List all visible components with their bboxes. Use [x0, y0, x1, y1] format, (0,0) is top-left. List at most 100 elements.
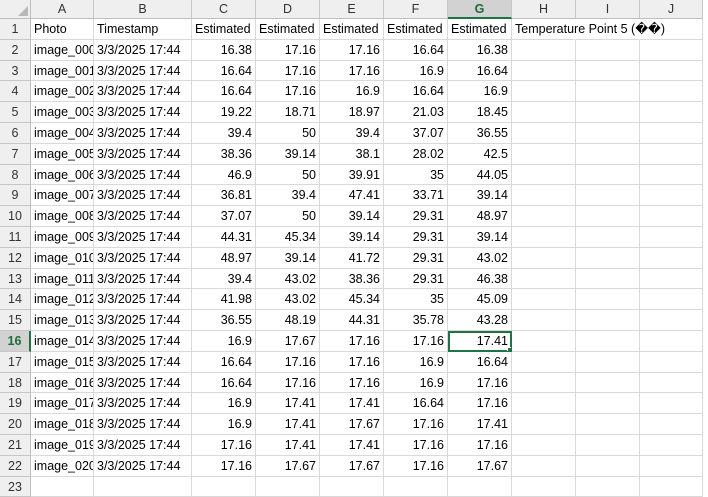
cell-d12[interactable]: 39.14 — [256, 247, 320, 269]
cell-c6[interactable]: 39.4 — [192, 122, 256, 144]
cell-a17[interactable]: image_015 — [31, 351, 94, 373]
cell-i19[interactable] — [576, 393, 640, 415]
cell-f14[interactable]: 35 — [384, 289, 448, 311]
cell-f17[interactable]: 16.9 — [384, 351, 448, 373]
select-all-corner[interactable] — [0, 0, 31, 19]
cell-j16[interactable] — [640, 330, 703, 352]
cell-b2[interactable]: 3/3/2025 17:44 — [94, 39, 192, 61]
cell-e3[interactable]: 17.16 — [320, 60, 384, 82]
cell-c11[interactable]: 44.31 — [192, 226, 256, 248]
cell-b13[interactable]: 3/3/2025 17:44 — [94, 268, 192, 290]
cell-h4[interactable] — [512, 81, 576, 103]
cell-c3[interactable]: 16.64 — [192, 60, 256, 82]
cell-c15[interactable]: 36.55 — [192, 310, 256, 331]
cell-g9[interactable]: 39.14 — [448, 185, 512, 207]
cell-c2[interactable]: 16.38 — [192, 39, 256, 61]
cell-j18[interactable] — [640, 372, 703, 394]
cell-b4[interactable]: 3/3/2025 17:44 — [94, 81, 192, 103]
cell-h21[interactable] — [512, 434, 576, 456]
cell-j22[interactable] — [640, 455, 703, 477]
header-cell-b[interactable]: Timestamp — [94, 19, 192, 40]
row-header-1[interactable]: 1 — [0, 19, 31, 40]
cell-d3[interactable]: 17.16 — [256, 60, 320, 82]
row-header-18[interactable]: 18 — [0, 372, 31, 394]
cell-d6[interactable]: 50 — [256, 122, 320, 144]
row-header-13[interactable]: 13 — [0, 268, 31, 290]
cell-c9[interactable]: 36.81 — [192, 185, 256, 207]
cell-e8[interactable]: 39.91 — [320, 164, 384, 186]
cell-i14[interactable] — [576, 289, 640, 311]
row-header-2[interactable]: 2 — [0, 39, 31, 61]
row-header-16[interactable]: 16 — [0, 330, 31, 352]
cell-i5[interactable] — [576, 102, 640, 123]
cell-c7[interactable]: 38.36 — [192, 143, 256, 165]
cell-a13[interactable]: image_011 — [31, 268, 94, 290]
cell-d7[interactable]: 39.14 — [256, 143, 320, 165]
cell-g8[interactable]: 44.05 — [448, 164, 512, 186]
cell-h3[interactable] — [512, 60, 576, 82]
cell-b5[interactable]: 3/3/2025 17:44 — [94, 102, 192, 123]
cell-e14[interactable]: 45.34 — [320, 289, 384, 311]
column-header-c[interactable]: C — [192, 0, 256, 19]
header-cell-a[interactable]: Photo — [31, 19, 94, 40]
cell-e18[interactable]: 17.16 — [320, 372, 384, 394]
cell-e4[interactable]: 16.9 — [320, 81, 384, 103]
cell-j4[interactable] — [640, 81, 703, 103]
cell-e5[interactable]: 18.97 — [320, 102, 384, 123]
row-header-19[interactable]: 19 — [0, 393, 31, 415]
cell-i11[interactable] — [576, 226, 640, 248]
cell-a19[interactable]: image_017 — [31, 393, 94, 415]
cell-c12[interactable]: 48.97 — [192, 247, 256, 269]
cell-f11[interactable]: 29.31 — [384, 226, 448, 248]
cell-d11[interactable]: 45.34 — [256, 226, 320, 248]
row-header-21[interactable]: 21 — [0, 434, 31, 456]
cell-e17[interactable]: 17.16 — [320, 351, 384, 373]
cell-e16[interactable]: 17.16 — [320, 330, 384, 352]
cell-i20[interactable] — [576, 414, 640, 435]
cell-i15[interactable] — [576, 310, 640, 331]
cell-a14[interactable]: image_012 — [31, 289, 94, 311]
column-header-j[interactable]: J — [640, 0, 703, 19]
cell-e11[interactable]: 39.14 — [320, 226, 384, 248]
cell-f2[interactable]: 16.64 — [384, 39, 448, 61]
cell-b8[interactable]: 3/3/2025 17:44 — [94, 164, 192, 186]
cell-i23[interactable] — [576, 476, 640, 497]
cell-b23[interactable] — [94, 476, 192, 497]
cell-f20[interactable]: 17.16 — [384, 414, 448, 435]
row-header-8[interactable]: 8 — [0, 164, 31, 186]
cell-f3[interactable]: 16.9 — [384, 60, 448, 82]
cell-b17[interactable]: 3/3/2025 17:44 — [94, 351, 192, 373]
cell-b3[interactable]: 3/3/2025 17:44 — [94, 60, 192, 82]
cell-d18[interactable]: 17.16 — [256, 372, 320, 394]
cell-d23[interactable] — [256, 476, 320, 497]
cell-g23[interactable] — [448, 476, 512, 497]
cell-h6[interactable] — [512, 122, 576, 144]
column-header-b[interactable]: B — [94, 0, 192, 19]
cell-g10[interactable]: 48.97 — [448, 206, 512, 227]
cell-j20[interactable] — [640, 414, 703, 435]
cell-j14[interactable] — [640, 289, 703, 311]
cell-i18[interactable] — [576, 372, 640, 394]
cell-d8[interactable]: 50 — [256, 164, 320, 186]
cell-f19[interactable]: 16.64 — [384, 393, 448, 415]
row-header-9[interactable]: 9 — [0, 185, 31, 207]
cell-i10[interactable] — [576, 206, 640, 227]
cell-d19[interactable]: 17.41 — [256, 393, 320, 415]
cell-a2[interactable]: image_000 — [31, 39, 94, 61]
cell-d4[interactable]: 17.16 — [256, 81, 320, 103]
cell-h16[interactable] — [512, 330, 576, 352]
cell-h14[interactable] — [512, 289, 576, 311]
cell-b20[interactable]: 3/3/2025 17:44 — [94, 414, 192, 435]
cell-h20[interactable] — [512, 414, 576, 435]
cell-f16[interactable]: 17.16 — [384, 330, 448, 352]
cell-b11[interactable]: 3/3/2025 17:44 — [94, 226, 192, 248]
cell-j6[interactable] — [640, 122, 703, 144]
header-cell-h[interactable]: Temperature Point 5 (��) — [512, 19, 665, 40]
cell-e7[interactable]: 38.1 — [320, 143, 384, 165]
cell-a12[interactable]: image_010 — [31, 247, 94, 269]
cell-d2[interactable]: 17.16 — [256, 39, 320, 61]
cell-b19[interactable]: 3/3/2025 17:44 — [94, 393, 192, 415]
cell-g17[interactable]: 16.64 — [448, 351, 512, 373]
cell-c22[interactable]: 17.16 — [192, 455, 256, 477]
cell-h8[interactable] — [512, 164, 576, 186]
